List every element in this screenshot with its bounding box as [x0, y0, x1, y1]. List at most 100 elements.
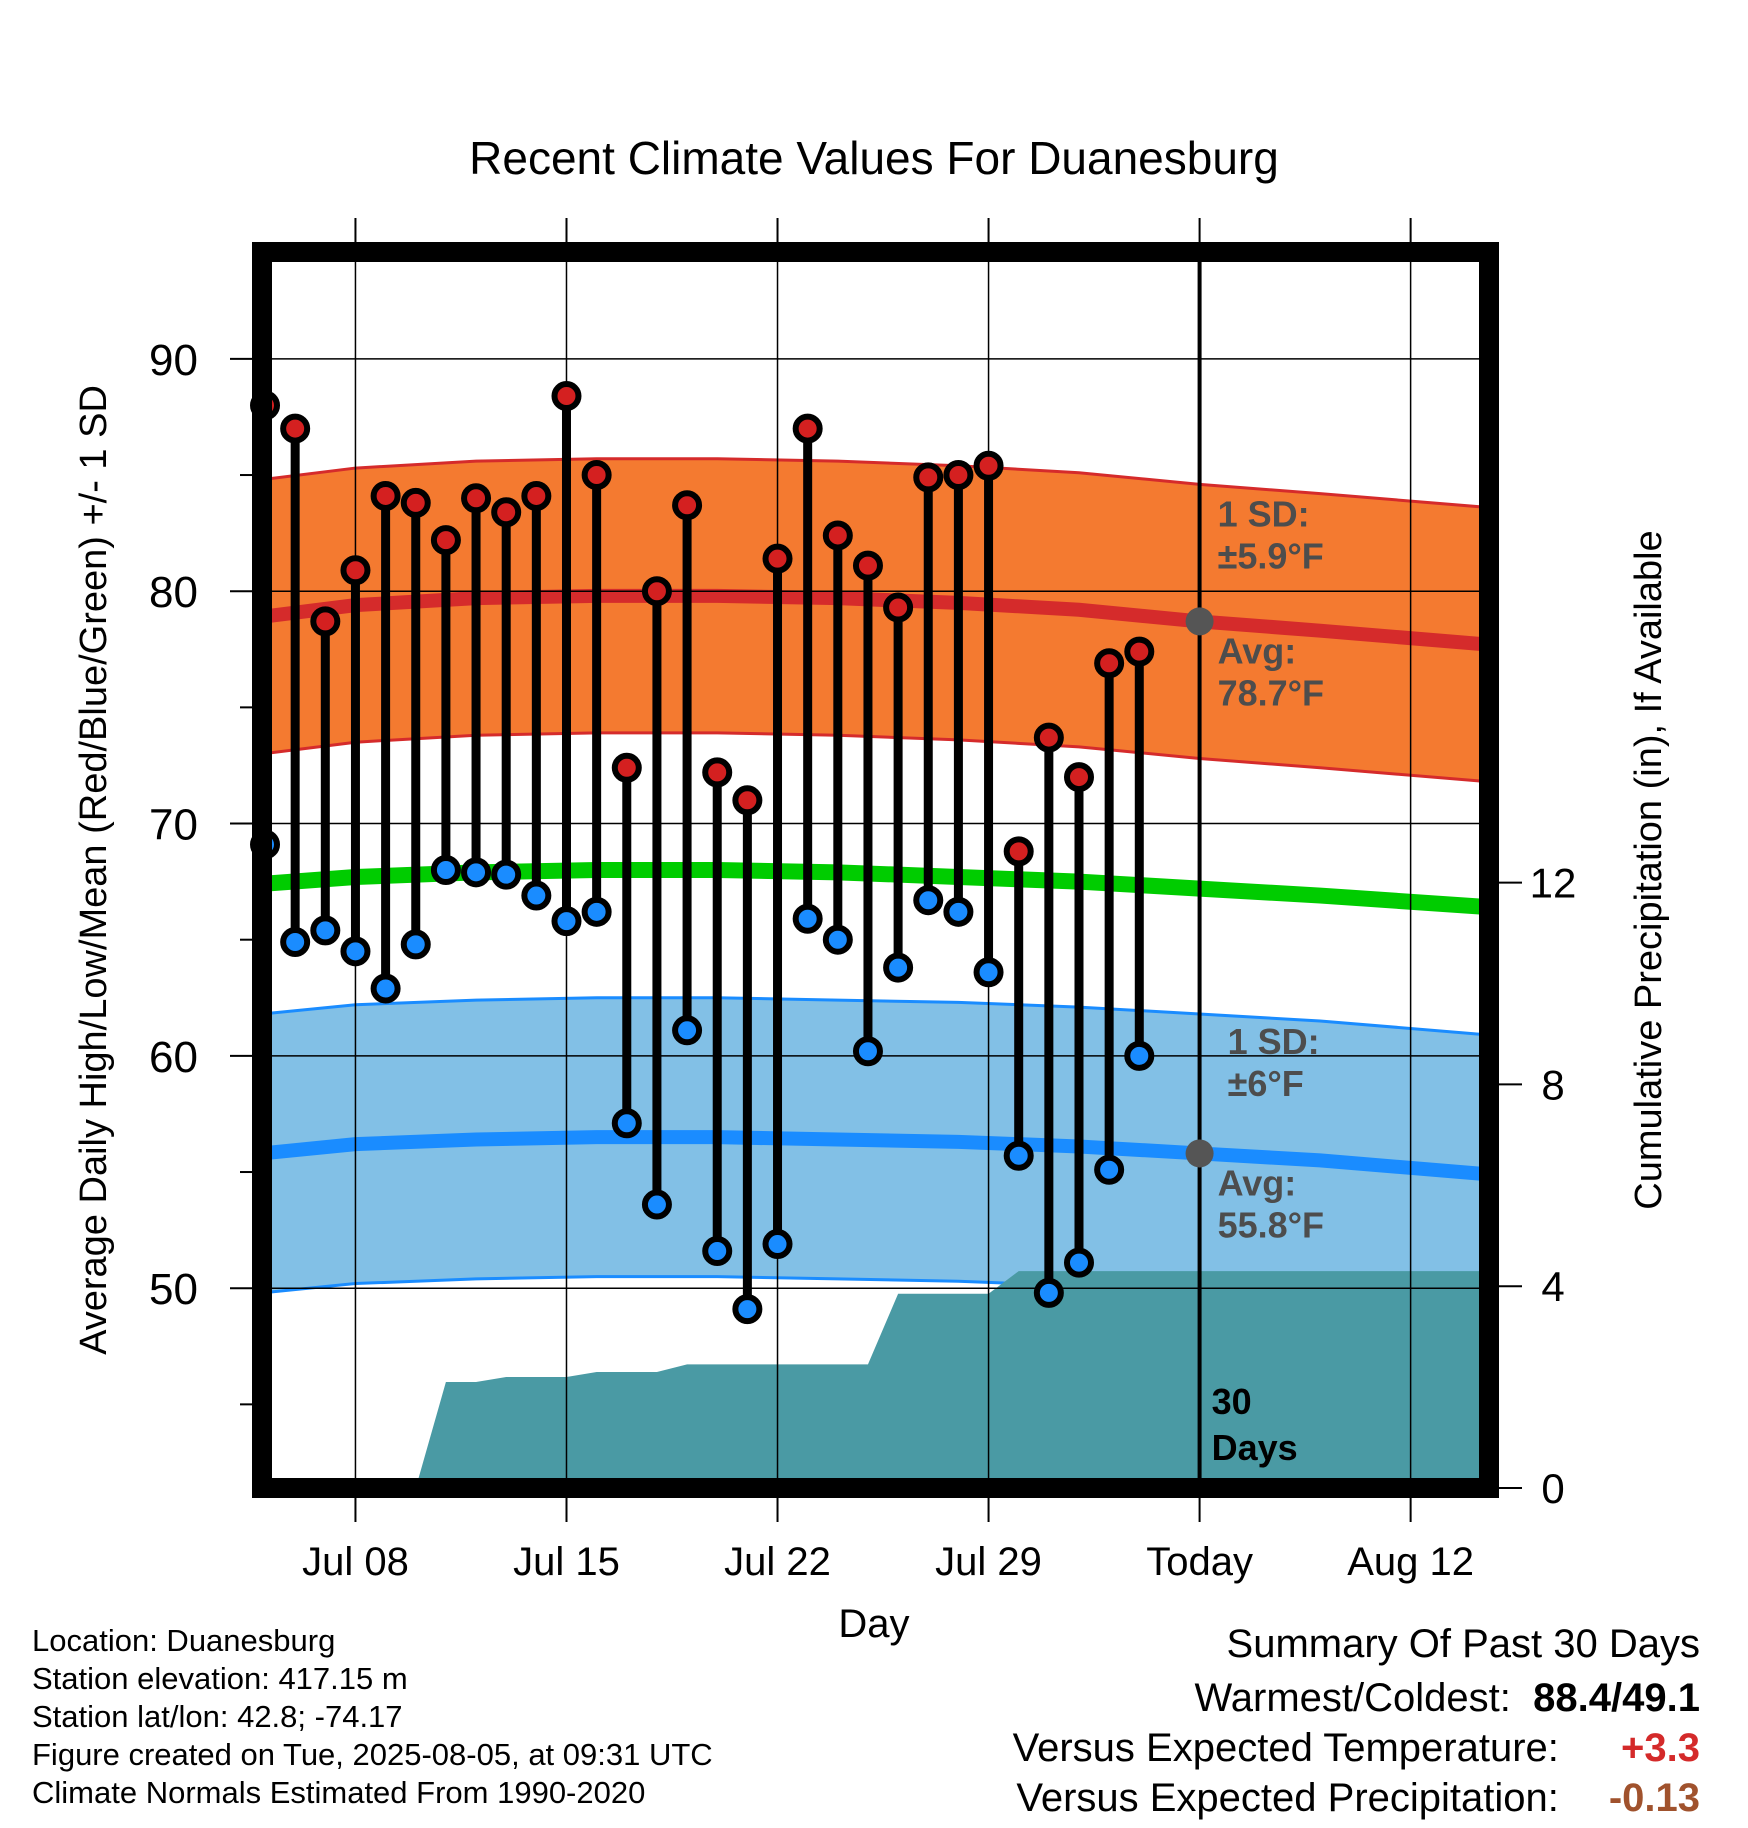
daily-high-point	[340, 555, 371, 586]
elevation-text: Station elevation: 417.15 m	[32, 1661, 408, 1696]
daily-high-point	[310, 606, 341, 637]
daily-high-point	[611, 752, 642, 783]
daily-low-point	[581, 896, 612, 927]
daily-low-point	[943, 896, 974, 927]
x-tick-label: Jul 08	[302, 1540, 409, 1584]
daily-high-point	[732, 785, 763, 816]
daily-low-point	[792, 903, 823, 934]
summary-precip-row: Versus Expected Precipitation: -0.13	[1016, 1776, 1700, 1821]
summary-temp-label: Versus Expected Temperature:	[1012, 1726, 1559, 1770]
daily-high-point	[1033, 722, 1064, 753]
daily-high-point	[702, 757, 733, 788]
daily-high-point	[943, 460, 974, 491]
high-sd-label-2: ±5.9°F	[1218, 535, 1324, 576]
low-avg-label-1: Avg:	[1218, 1162, 1297, 1203]
daily-high-point	[883, 592, 914, 623]
x-tick-label: Jul 15	[513, 1540, 620, 1584]
location-text: Location: Duanesburg	[32, 1623, 336, 1658]
x-tick-label: Today	[1146, 1540, 1253, 1584]
daily-high-point	[430, 525, 461, 556]
daily-high-point	[1124, 636, 1155, 667]
daily-low-point	[732, 1294, 763, 1325]
today-label-line2: Days	[1212, 1427, 1298, 1468]
daily-high-point	[1094, 648, 1125, 679]
daily-high-point	[1003, 836, 1034, 867]
daily-high-point	[461, 483, 492, 514]
x-axis-label: Day	[838, 1602, 909, 1646]
daily-low-point	[641, 1189, 672, 1220]
daily-high-point	[973, 450, 1004, 481]
daily-high-point	[551, 381, 582, 412]
daily-high-point	[521, 480, 552, 511]
summary-warmest-row: Warmest/Coldest: 88.4/49.1	[1195, 1676, 1701, 1721]
daily-low-point	[1094, 1154, 1125, 1185]
daily-low-point	[340, 936, 371, 967]
y2-tick-label: 12	[1530, 860, 1577, 907]
low-sd-label-2: ±6°F	[1228, 1063, 1304, 1104]
daily-low-point	[611, 1108, 642, 1139]
summary-temp-value: +3.3	[1621, 1726, 1700, 1770]
daily-high-point	[852, 550, 883, 581]
y-tick-label: 90	[149, 336, 198, 385]
daily-low-point	[430, 855, 461, 885]
daily-low-point	[822, 924, 853, 955]
y-tick-label: 70	[149, 801, 198, 850]
summary-warmest-label: Warmest/Coldest:	[1194, 1676, 1511, 1720]
summary-precip-label: Versus Expected Precipitation:	[1016, 1776, 1559, 1820]
y2-axis-label: Cumulative Precipitation (in), If Availa…	[1628, 530, 1670, 1209]
y2-tick-label: 0	[1541, 1465, 1564, 1512]
daily-high-point	[762, 543, 793, 574]
daily-high-point	[672, 490, 703, 521]
daily-high-point	[280, 413, 311, 444]
axes: 50 60 70 80 90 0 4 8 12 Jul 08 Jul 15 Jul 22 Jul 29 T…	[149, 218, 1576, 1584]
high-sd-label-1: 1 SD:	[1218, 493, 1310, 534]
summary-temp-row: Versus Expected Temperature: +3.3	[1013, 1726, 1700, 1771]
daily-high-point	[641, 576, 672, 607]
summary-warmest-value: 88.4/49.1	[1533, 1676, 1700, 1720]
summary-title: Summary Of Past 30 Days	[1226, 1622, 1700, 1666]
daily-low-point	[672, 1015, 703, 1046]
daily-low-point	[461, 857, 492, 888]
high-sd-upper-edge	[262, 457, 1489, 510]
x-tick-label: Jul 22	[724, 1540, 831, 1584]
y-tick-label: 60	[149, 1033, 198, 1082]
today-label-line1: 30	[1212, 1381, 1252, 1422]
daily-low-point	[280, 927, 311, 958]
high-avg-label-2: 78.7°F	[1218, 672, 1324, 713]
daily-high-point	[581, 460, 612, 491]
daily-low-point	[310, 915, 341, 946]
daily-low-point	[1033, 1277, 1064, 1308]
low-sd-upper-edge	[262, 996, 1489, 1037]
daily-high-point	[913, 462, 944, 493]
normal-low-line	[262, 1130, 1489, 1182]
daily-low-point	[913, 885, 944, 916]
precip-area	[415, 1271, 1489, 1488]
daily-low-point	[702, 1236, 733, 1267]
daily-low-point	[973, 957, 1004, 988]
y-axis-label: Average Daily High/Low/Mean (Red/Blue/Gr…	[73, 385, 115, 1355]
y2-tick-label: 8	[1541, 1061, 1564, 1108]
daily-high-point	[1063, 762, 1094, 793]
daily-low-point	[551, 906, 582, 937]
low-avg-label-2: 55.8°F	[1218, 1204, 1324, 1245]
low-sd-band	[262, 997, 1489, 1314]
low-sd-label-1: 1 SD:	[1228, 1021, 1320, 1062]
high-avg-label-1: Avg:	[1218, 630, 1297, 671]
x-tick-label: Jul 29	[935, 1540, 1042, 1584]
daily-low-point	[1124, 1040, 1155, 1071]
plot-frame	[252, 242, 1499, 1498]
today-low-avg-marker	[1185, 1139, 1214, 1168]
daily-low-point	[852, 1036, 883, 1067]
daily-high-point	[792, 413, 823, 444]
normals-text: Climate Normals Estimated From 1990-2020	[32, 1775, 646, 1810]
daily-low-point	[1003, 1140, 1034, 1171]
x-tick-label: Aug 12	[1347, 1540, 1474, 1584]
latlon-text: Station lat/lon: 42.8; -74.17	[32, 1699, 403, 1734]
daily-low-point	[883, 952, 914, 983]
daily-high-point	[822, 520, 853, 551]
summary-precip-value: -0.13	[1608, 1776, 1700, 1820]
daily-high-point	[491, 497, 522, 528]
daily-low-point	[370, 973, 401, 1004]
